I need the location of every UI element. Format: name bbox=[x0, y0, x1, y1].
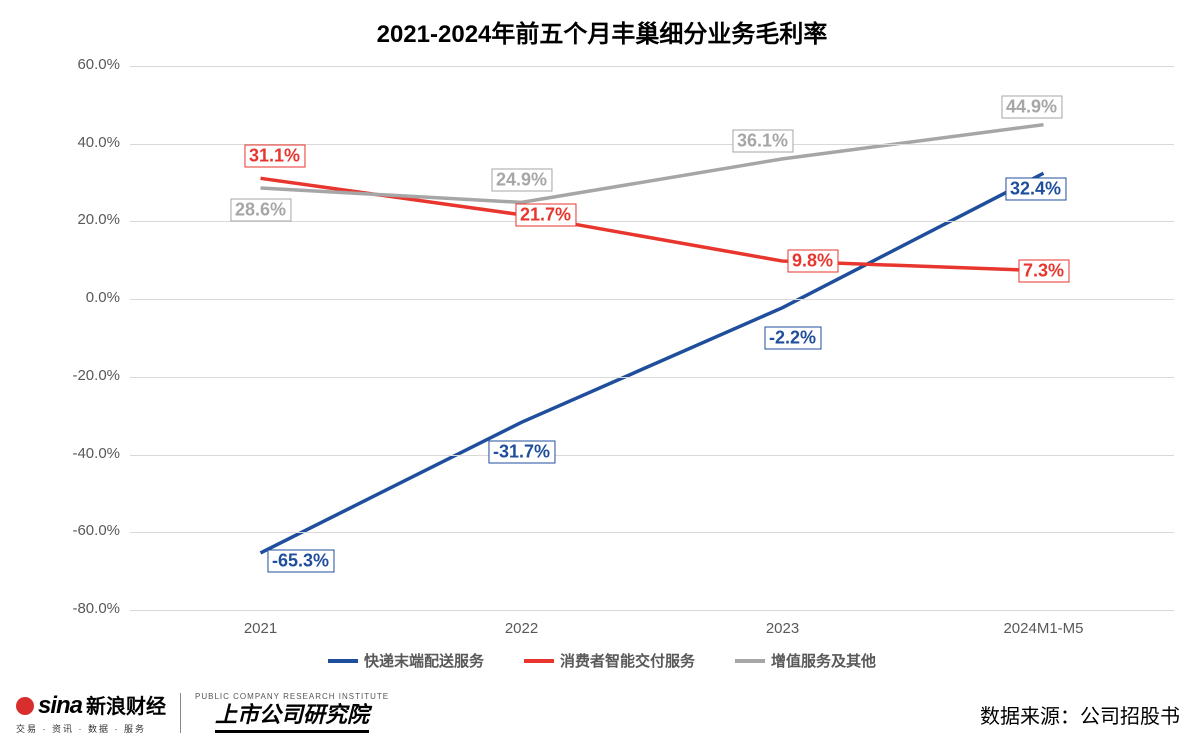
sina-logo-block: sina 新浪财经 交易 · 资讯 · 数据 · 服务 bbox=[16, 690, 166, 735]
series-line bbox=[261, 173, 1044, 553]
sina-eye-icon bbox=[16, 697, 34, 715]
sina-logo-text: sina bbox=[38, 692, 82, 720]
data-label: 44.9% bbox=[1001, 95, 1062, 118]
sina-cn-text: 新浪财经 bbox=[86, 690, 166, 719]
gridline bbox=[130, 610, 1174, 611]
data-label: 28.6% bbox=[230, 199, 291, 222]
y-axis-label: -20.0% bbox=[40, 367, 120, 384]
y-axis-label: -60.0% bbox=[40, 522, 120, 539]
x-axis-label: 2023 bbox=[703, 620, 863, 637]
data-label: 7.3% bbox=[1018, 259, 1069, 282]
gridline bbox=[130, 532, 1174, 533]
x-axis-label: 2022 bbox=[442, 620, 602, 637]
y-axis-label: -40.0% bbox=[40, 445, 120, 462]
data-label: 21.7% bbox=[515, 203, 576, 226]
chart-title: 2021-2024年前五个月丰巢细分业务毛利率 bbox=[0, 14, 1204, 49]
data-label: 24.9% bbox=[491, 169, 552, 192]
sina-sub-text: 交易 · 资讯 · 数据 · 服务 bbox=[16, 722, 166, 735]
data-label: -65.3% bbox=[267, 549, 334, 572]
gridline bbox=[130, 455, 1174, 456]
y-axis-label: 60.0% bbox=[40, 56, 120, 73]
legend-swatch bbox=[735, 659, 765, 663]
y-axis-label: 40.0% bbox=[40, 134, 120, 151]
legend-item: 增值服务及其他 bbox=[735, 650, 876, 671]
watermark: sina 新浪财经 交易 · 资讯 · 数据 · 服务 PUBLIC COMPA… bbox=[16, 690, 389, 735]
gridline bbox=[130, 221, 1174, 222]
series-line bbox=[261, 125, 1044, 203]
legend-item: 快递末端配送服务 bbox=[328, 650, 484, 671]
x-axis-label: 2021 bbox=[181, 620, 341, 637]
gridline bbox=[130, 377, 1174, 378]
y-axis-label: -80.0% bbox=[40, 600, 120, 617]
plot-area: -80.0%-60.0%-40.0%-20.0%0.0%20.0%40.0%60… bbox=[130, 66, 1174, 610]
y-axis-label: 0.0% bbox=[40, 289, 120, 306]
watermark-divider bbox=[180, 693, 181, 733]
gridline bbox=[130, 299, 1174, 300]
data-label: 9.8% bbox=[787, 250, 838, 273]
legend-swatch bbox=[524, 659, 554, 663]
data-label: -31.7% bbox=[488, 441, 555, 464]
data-label: 36.1% bbox=[732, 129, 793, 152]
data-label: 32.4% bbox=[1005, 178, 1066, 201]
legend-swatch bbox=[328, 659, 358, 663]
legend: 快递末端配送服务 消费者智能交付服务 增值服务及其他 bbox=[0, 650, 1204, 671]
x-axis-label: 2024M1-M5 bbox=[964, 620, 1124, 637]
institute-block: PUBLIC COMPANY RESEARCH INSTITUTE 上市公司研究… bbox=[195, 692, 389, 733]
legend-item: 消费者智能交付服务 bbox=[524, 650, 695, 671]
institute-cn-text: 上市公司研究院 bbox=[215, 697, 369, 733]
data-source-text: 数据来源：公司招股书 bbox=[980, 700, 1180, 729]
data-label: -2.2% bbox=[764, 326, 821, 349]
legend-label: 快递末端配送服务 bbox=[364, 650, 484, 671]
y-axis-label: 20.0% bbox=[40, 211, 120, 228]
data-label: 31.1% bbox=[244, 145, 305, 168]
legend-label: 消费者智能交付服务 bbox=[560, 650, 695, 671]
gridline bbox=[130, 66, 1174, 67]
legend-label: 增值服务及其他 bbox=[771, 650, 876, 671]
series-line bbox=[261, 178, 1044, 270]
